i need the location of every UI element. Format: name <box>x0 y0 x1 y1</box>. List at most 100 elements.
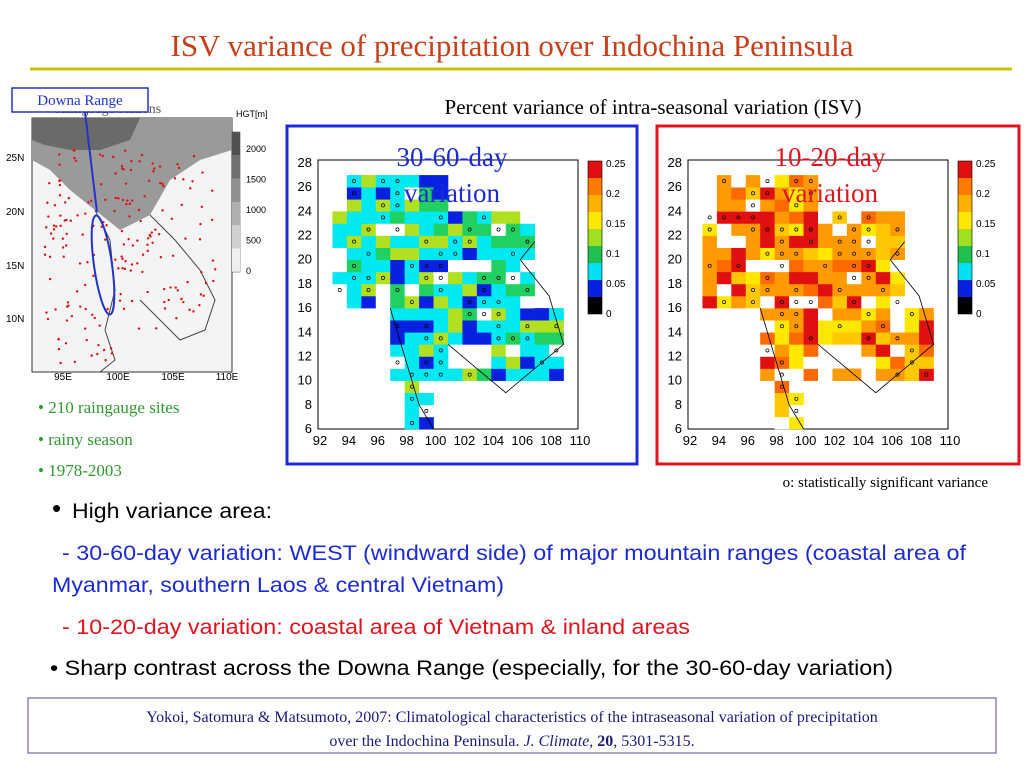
station <box>117 197 120 200</box>
station <box>124 182 128 185</box>
station <box>122 243 126 246</box>
significance-dot <box>794 408 799 413</box>
grid-cell <box>404 259 420 273</box>
grid-cell <box>774 223 790 236</box>
station <box>161 209 164 212</box>
grid-cell <box>404 344 420 357</box>
significance-dot <box>808 336 813 341</box>
grid-cell <box>346 271 362 285</box>
grid-cell <box>861 332 877 345</box>
grid-cell <box>390 356 405 369</box>
grid-cell <box>760 247 775 261</box>
grid-cell <box>846 320 862 333</box>
station <box>52 228 56 231</box>
grid-cell <box>890 247 905 261</box>
bullet-line: - 10-20-day variation: coastal area of V… <box>62 616 690 639</box>
x-tick-label: 108 <box>540 433 562 448</box>
grid-cell <box>346 199 362 212</box>
grid-cell <box>716 211 732 224</box>
grid-cell <box>419 404 434 418</box>
station <box>124 149 127 152</box>
significance-dot <box>707 227 712 232</box>
grid-cell <box>448 368 463 381</box>
grid-cell <box>332 283 348 297</box>
grid-cell <box>404 271 420 285</box>
grid-cell <box>760 283 775 297</box>
legend-swatch <box>232 132 240 156</box>
x-tick-label: 106 <box>511 433 533 448</box>
significance-dot <box>779 251 784 256</box>
station <box>102 348 106 352</box>
grid-cell <box>476 259 492 273</box>
grid-cell <box>818 320 833 333</box>
grid-cell <box>731 271 747 285</box>
station <box>158 165 162 168</box>
station <box>180 297 183 301</box>
grid-cell <box>549 368 564 381</box>
station <box>146 243 149 247</box>
grid-cell <box>505 247 521 261</box>
station <box>173 177 177 180</box>
station <box>106 307 109 311</box>
grid-cell <box>505 344 521 357</box>
y-tick-label: 10 <box>298 373 312 388</box>
station <box>175 317 178 320</box>
significance-dot <box>866 215 871 220</box>
station <box>58 153 61 156</box>
lat-label: 25N <box>6 153 24 164</box>
grid-cell <box>890 283 905 297</box>
grid-cell <box>846 283 862 297</box>
station <box>58 163 61 166</box>
station <box>199 293 203 296</box>
x-tick-label: 96 <box>371 433 385 448</box>
lon-label: 95E <box>54 372 72 383</box>
grid-cell <box>774 283 790 297</box>
grid-cell <box>702 235 718 248</box>
grid-cell <box>803 235 819 248</box>
grid-cell <box>433 332 449 345</box>
colorbar-frame <box>587 160 603 315</box>
station <box>141 270 144 274</box>
significance-dot <box>866 312 871 317</box>
grid-cell <box>861 368 877 381</box>
colorbar-label: 0 <box>976 309 982 320</box>
station <box>61 246 65 249</box>
significance-dot <box>467 227 472 232</box>
station <box>122 307 126 311</box>
y-tick-label: 14 <box>298 324 312 339</box>
colorbar-frame <box>957 160 973 315</box>
grid-cell <box>875 235 891 248</box>
grid-cell <box>433 320 449 333</box>
grid-cell <box>375 259 391 273</box>
grid-cell <box>361 271 377 285</box>
grid-cell <box>476 223 492 236</box>
grid-cell <box>404 235 420 248</box>
panel-title: 30-60-day <box>397 142 508 172</box>
grid-cell <box>491 259 507 273</box>
significance-dot <box>438 275 443 280</box>
significance-dot <box>866 251 871 256</box>
station <box>163 300 166 304</box>
grid-cell <box>716 296 732 309</box>
grid-cell <box>716 175 732 188</box>
grid-cell <box>731 211 747 224</box>
station-map: HGT[m] Raingauge stations 25N20N15N10N95… <box>6 102 268 383</box>
grid-cell <box>789 235 804 248</box>
grid-cell <box>875 247 891 261</box>
station <box>79 305 82 308</box>
station <box>45 311 48 314</box>
station <box>52 237 55 240</box>
station <box>130 159 133 163</box>
significance-dot <box>409 263 414 268</box>
grid-cell <box>419 235 434 248</box>
subtitle: Percent variance of intra-seasonal varia… <box>445 95 862 119</box>
grid-cell <box>404 247 420 261</box>
grid-cell <box>390 223 405 236</box>
panel-title: variation <box>782 178 878 208</box>
significance-dot <box>779 239 784 244</box>
y-tick-label: 28 <box>668 155 682 170</box>
significance-dot <box>852 239 857 244</box>
significance-dot <box>352 275 357 280</box>
station <box>120 229 124 233</box>
